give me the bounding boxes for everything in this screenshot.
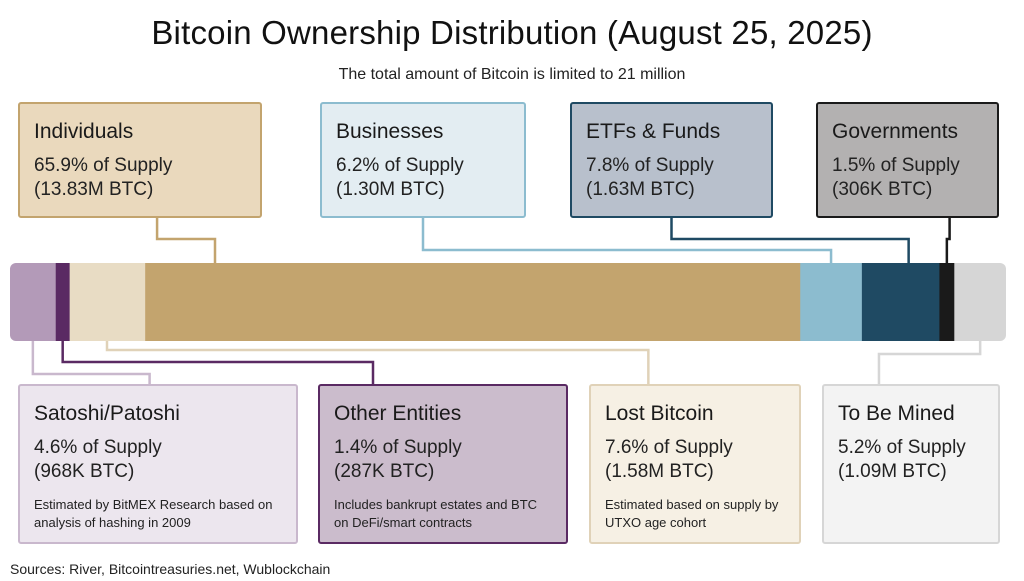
connector-line [945,218,951,263]
connector-lines [31,218,982,384]
card-title: Satoshi/Patoshi [34,402,180,425]
card-title: Businesses [336,120,444,143]
chart-title: Bitcoin Ownership Distribution (August 2… [151,14,873,51]
connector-line [31,341,151,384]
card-individuals: Individuals 65.9% of Supply (13.83M BTC) [18,102,262,218]
connector-line [105,341,650,384]
card-supply: 1.5% of Supply [832,155,960,176]
card-supply: 65.9% of Supply [34,155,173,176]
card-businesses: Businesses 6.2% of Supply (1.30M BTC) [320,102,526,218]
card-note: Estimated by BitMEX Research based on an… [34,497,273,530]
connector-line [61,341,375,384]
card-title: Governments [832,120,959,143]
bar-segment-to-be-mined [954,263,1006,341]
connector-line [877,341,982,384]
card-title: Individuals [34,120,134,143]
card-btc: (1.63M BTC) [586,179,695,200]
card-title: Lost Bitcoin [605,402,714,425]
card-supply: 7.6% of Supply [605,437,733,458]
card-supply: 7.8% of Supply [586,155,714,176]
card-btc: (306K BTC) [832,179,933,200]
bar-segment-lost-bitcoin [69,263,146,341]
card-btc: (13.83M BTC) [34,179,154,200]
card-supply: 1.4% of Supply [334,437,462,458]
card-btc: (1.58M BTC) [605,461,714,482]
card-satoshi-patoshi: Satoshi/Patoshi 4.6% of Supply (968K BTC… [18,384,298,544]
card-btc: (1.30M BTC) [336,179,445,200]
bar-segment-governments [939,263,955,341]
bar-segment-etfs-funds [861,263,941,341]
card-title: Other Entities [334,402,462,425]
card-note: Includes bankrupt estates and BTC on DeF… [334,497,538,530]
card-to-be-mined: To Be Mined 5.2% of Supply (1.09M BTC) [822,384,1000,544]
stacked-bar [10,263,1006,341]
card-supply: 4.6% of Supply [34,437,162,458]
bar-segment-other-entities [55,263,71,341]
connector-line [670,218,910,263]
card-etfs-funds: ETFs & Funds 7.8% of Supply (1.63M BTC) [570,102,773,218]
card-title: ETFs & Funds [586,120,721,143]
card-other-entities: Other Entities 1.4% of Supply (287K BTC)… [318,384,568,544]
card-lost-bitcoin: Lost Bitcoin 7.6% of Supply (1.58M BTC) … [589,384,801,544]
card-supply: 5.2% of Supply [838,437,966,458]
card-supply: 6.2% of Supply [336,155,464,176]
chart-subtitle: The total amount of Bitcoin is limited t… [338,66,686,83]
card-governments: Governments 1.5% of Supply (306K BTC) [816,102,999,218]
connector-line [155,218,217,263]
card-btc: (968K BTC) [34,461,135,482]
card-btc: (287K BTC) [334,461,435,482]
card-title: To Be Mined [838,402,955,425]
card-btc: (1.09M BTC) [838,461,947,482]
card-note: Estimated based on supply by UTXO age co… [605,497,779,530]
bar-segment-businesses [800,263,863,341]
sources-note: Sources: River, Bitcointreasuries.net, W… [10,561,331,577]
bar-segment-individuals [145,263,801,341]
bar-segment-satoshi-patoshi [10,263,57,341]
connector-line [421,218,833,263]
